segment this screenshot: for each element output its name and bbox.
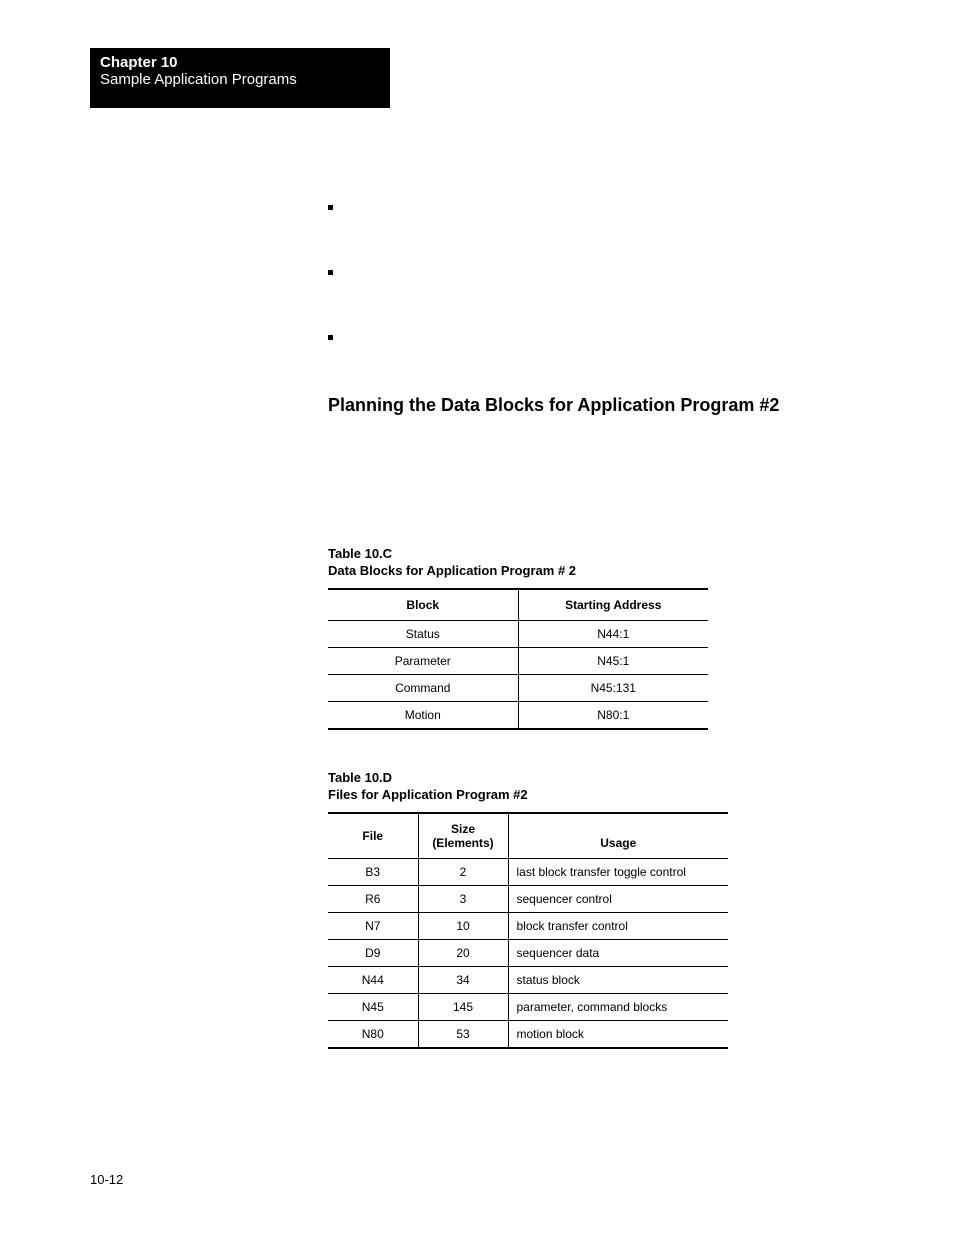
bullet-list — [328, 200, 858, 345]
table-cell: D9 — [328, 940, 418, 967]
table-cell: 10 — [418, 913, 508, 940]
table-d: File Size(Elements) Usage B32last block … — [328, 812, 728, 1050]
table-d-col-2: Usage — [508, 813, 728, 859]
table-cell: 2 — [418, 859, 508, 886]
table-d-caption: Files for Application Program #2 — [328, 787, 528, 802]
table-cell: Motion — [328, 701, 518, 729]
page-number: 10-12 — [90, 1172, 123, 1187]
table-row: B32last block transfer toggle control — [328, 859, 728, 886]
table-c-col-0: Block — [328, 589, 518, 621]
table-c-body: StatusN44:1ParameterN45:1CommandN45:131M… — [328, 620, 708, 729]
table-cell: block transfer control — [508, 913, 728, 940]
table-row: N45145parameter, command blocks — [328, 994, 728, 1021]
table-d-title: Table 10.D Files for Application Program… — [328, 770, 858, 804]
list-item — [328, 330, 858, 345]
table-cell: N80:1 — [518, 701, 708, 729]
table-cell: 20 — [418, 940, 508, 967]
table-cell: status block — [508, 967, 728, 994]
section-heading: Planning the Data Blocks for Application… — [328, 395, 858, 416]
table-cell: Status — [328, 620, 518, 647]
table-c-title: Table 10.C Data Blocks for Application P… — [328, 546, 858, 580]
table-c-caption: Data Blocks for Application Program # 2 — [328, 563, 576, 578]
table-cell: last block transfer toggle control — [508, 859, 728, 886]
table-cell: B3 — [328, 859, 418, 886]
chapter-header: Chapter 10 Sample Application Programs — [90, 48, 390, 108]
table-row: D920sequencer data — [328, 940, 728, 967]
table-cell: N80 — [328, 1021, 418, 1049]
table-row: N710block transfer control — [328, 913, 728, 940]
table-cell: parameter, command blocks — [508, 994, 728, 1021]
table-cell: 53 — [418, 1021, 508, 1049]
table-cell: 145 — [418, 994, 508, 1021]
table-row: StatusN44:1 — [328, 620, 708, 647]
table-row: MotionN80:1 — [328, 701, 708, 729]
table-row: R63sequencer control — [328, 886, 728, 913]
table-cell: 34 — [418, 967, 508, 994]
table-cell: sequencer data — [508, 940, 728, 967]
table-d-col-0: File — [328, 813, 418, 859]
list-item — [328, 200, 858, 215]
table-row: ParameterN45:1 — [328, 647, 708, 674]
table-cell: N7 — [328, 913, 418, 940]
table-c-label: Table 10.C — [328, 546, 392, 561]
table-row: N4434status block — [328, 967, 728, 994]
chapter-title: Sample Application Programs — [100, 71, 380, 88]
page-content: Planning the Data Blocks for Application… — [328, 200, 858, 1089]
table-cell: Parameter — [328, 647, 518, 674]
table-cell: motion block — [508, 1021, 728, 1049]
table-row: CommandN45:131 — [328, 674, 708, 701]
table-d-body: B32last block transfer toggle controlR63… — [328, 859, 728, 1049]
table-row: N8053motion block — [328, 1021, 728, 1049]
table-d-col-1: Size(Elements) — [418, 813, 508, 859]
table-cell: N45 — [328, 994, 418, 1021]
chapter-number: Chapter 10 — [100, 54, 380, 71]
table-cell: sequencer control — [508, 886, 728, 913]
table-cell: Command — [328, 674, 518, 701]
list-item — [328, 265, 858, 280]
table-c-col-1: Starting Address — [518, 589, 708, 621]
table-cell: R6 — [328, 886, 418, 913]
table-cell: N44:1 — [518, 620, 708, 647]
table-cell: N45:1 — [518, 647, 708, 674]
table-c: Block Starting Address StatusN44:1Parame… — [328, 588, 708, 730]
table-cell: N44 — [328, 967, 418, 994]
table-d-label: Table 10.D — [328, 770, 392, 785]
table-cell: 3 — [418, 886, 508, 913]
table-cell: N45:131 — [518, 674, 708, 701]
